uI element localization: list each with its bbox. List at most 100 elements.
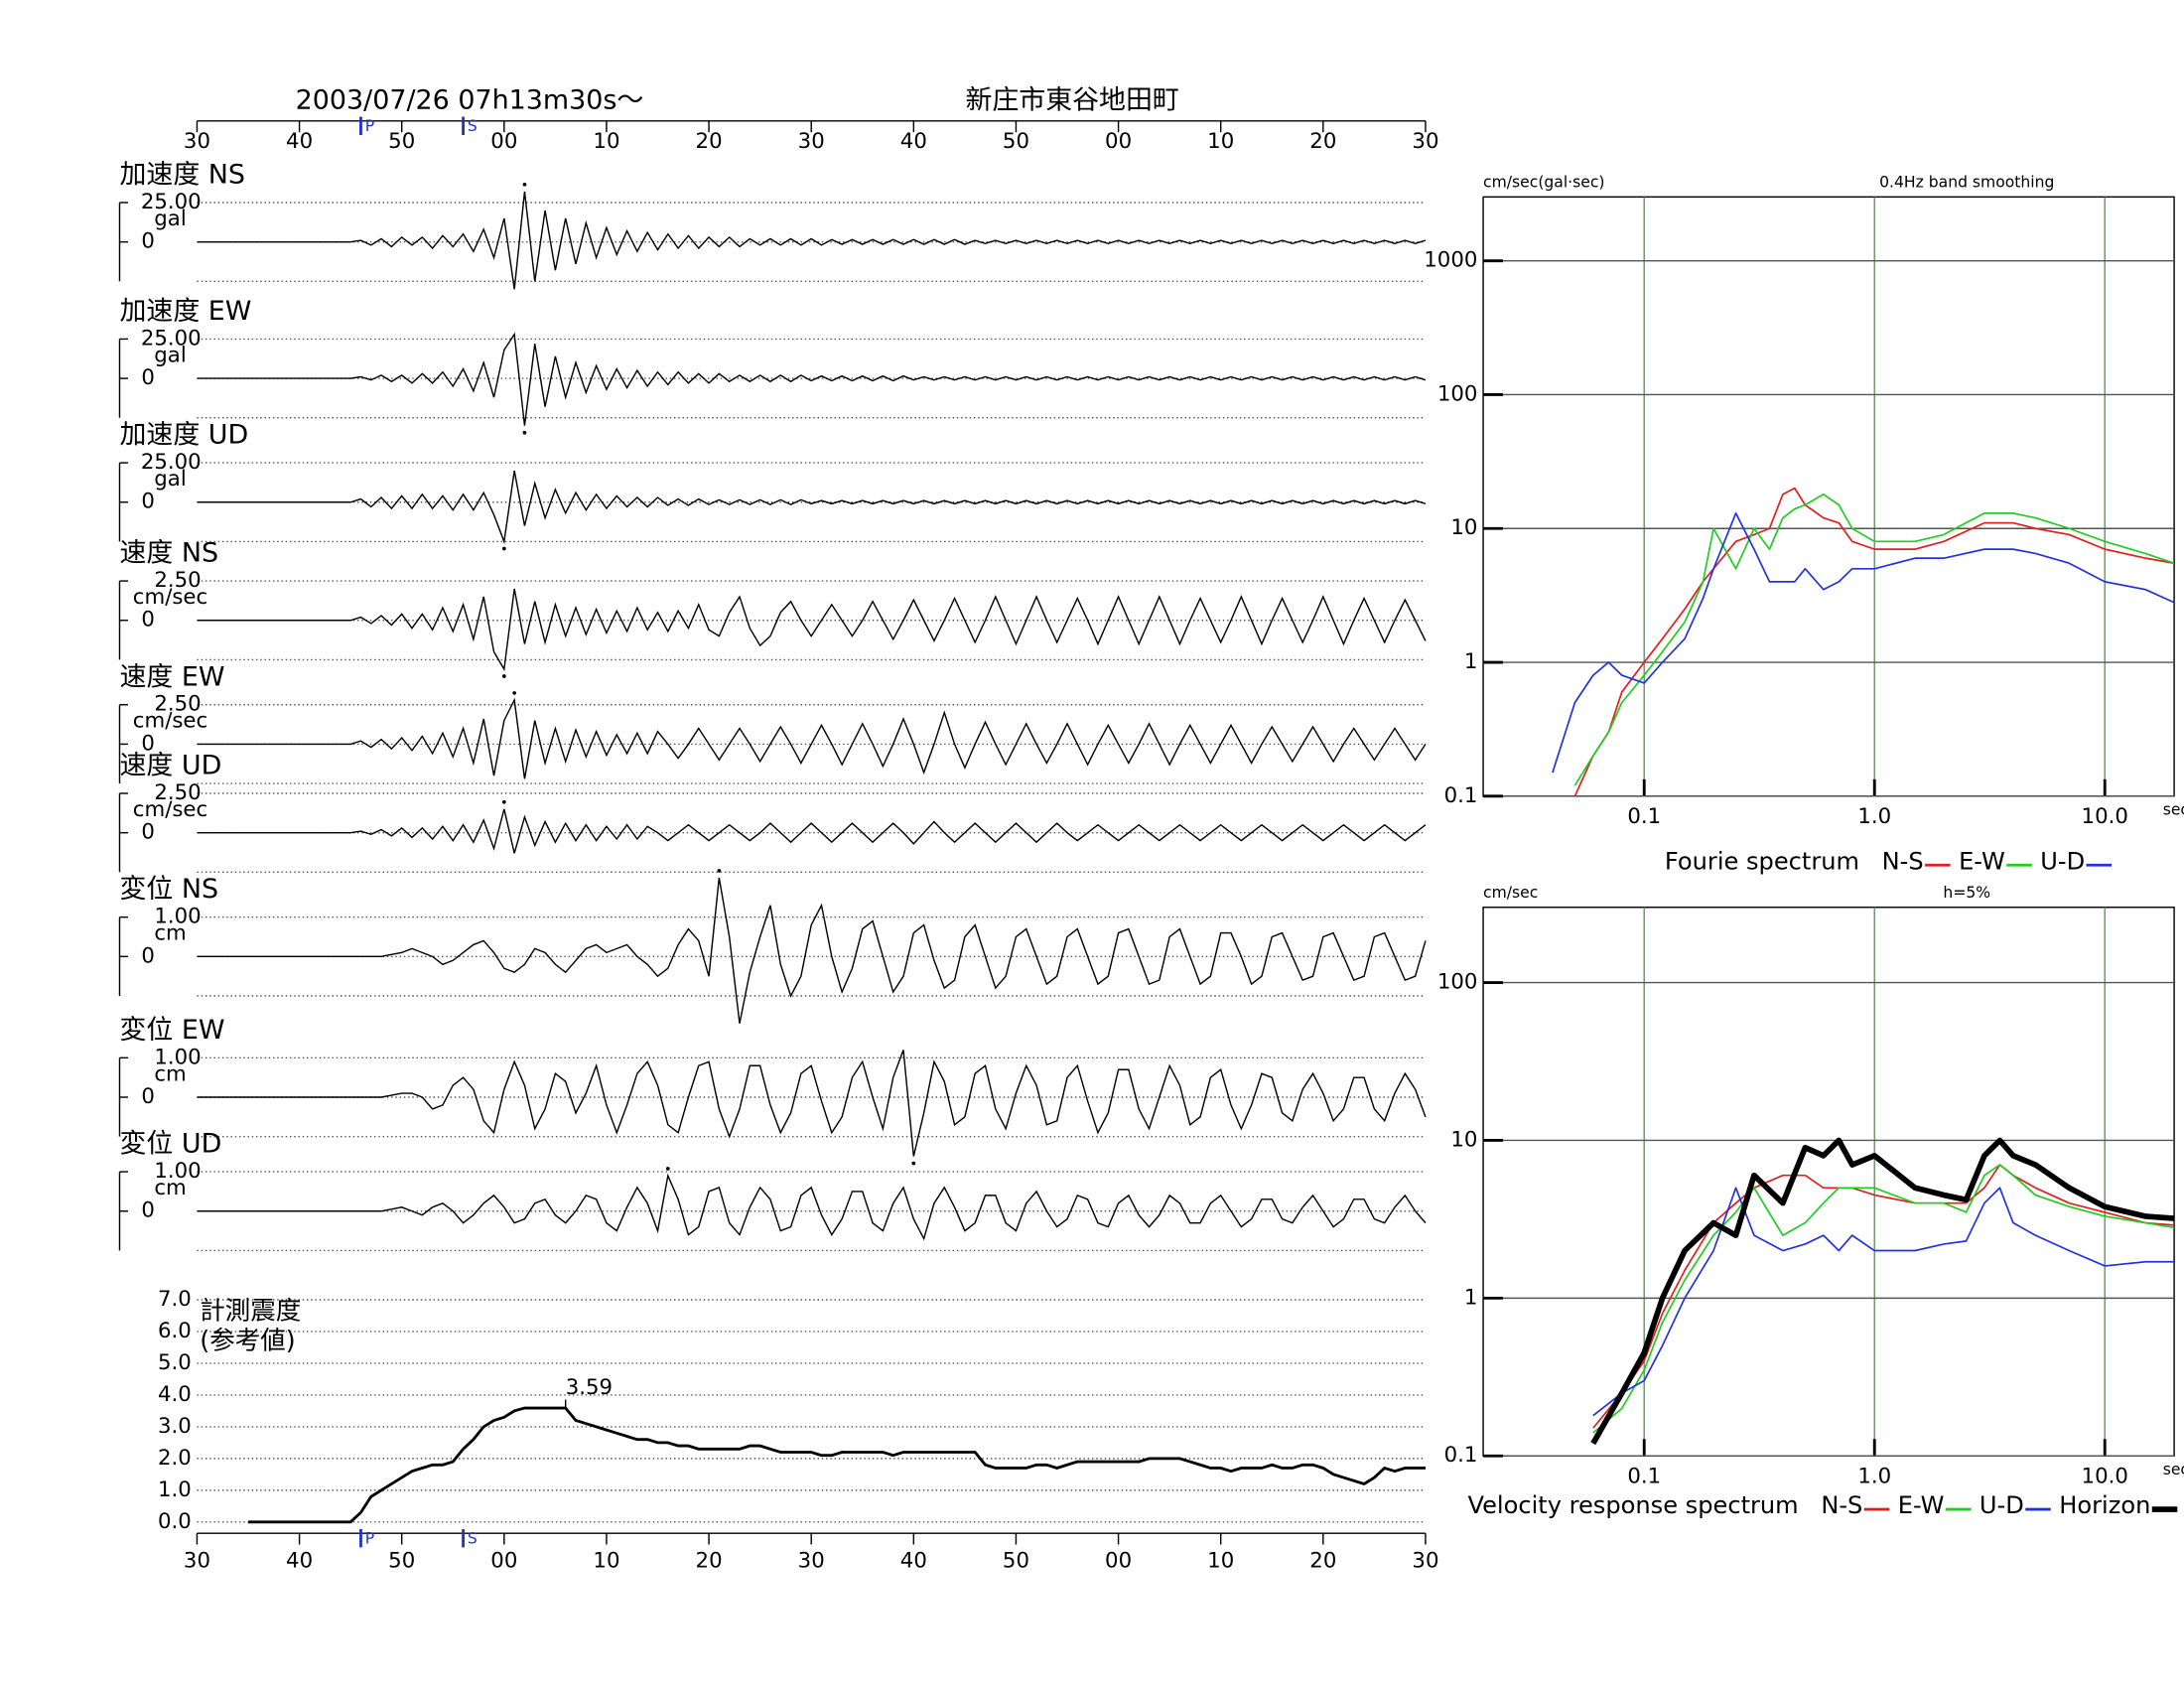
x-tick-label: 00	[1105, 129, 1132, 154]
unit-label: gal	[154, 343, 186, 367]
series-line	[1592, 1164, 2175, 1434]
x-tick-label: 00	[490, 129, 517, 154]
unit-label: gal	[154, 207, 186, 231]
y-tick-label: 0	[141, 365, 155, 390]
x-tick-label: 1.0	[1857, 804, 1891, 829]
x-tick-label: 10.0	[2082, 804, 2128, 829]
waveform	[197, 332, 1427, 426]
y-tick-label: 25.00	[141, 450, 202, 475]
waveform	[197, 1173, 1427, 1241]
panel-title: 速度 UD	[119, 751, 221, 781]
y-tick-label: 0	[141, 229, 155, 254]
y-axis-unit: cm/sec	[1483, 884, 1538, 902]
peak-dot	[911, 1161, 916, 1166]
legend-label: U-D	[2040, 847, 2085, 875]
unit-label: cm/sec	[133, 797, 207, 822]
waveform	[197, 877, 1427, 1024]
peak-dot	[522, 430, 527, 435]
waveform	[197, 191, 1427, 290]
phase-label: P	[365, 117, 374, 135]
y-tick-label: 0	[141, 1084, 155, 1109]
y-tick-label: 25.00	[141, 326, 202, 351]
station-title: 新庄市東谷地田町	[965, 85, 1178, 116]
y-tick-label: 1.00	[154, 1045, 201, 1069]
series-line	[1590, 1137, 2175, 1446]
legend-label: N-S	[1821, 1491, 1862, 1519]
record-time: 2003/07/26 07h13m30s〜	[296, 85, 644, 116]
y-tick-label: 0	[141, 820, 155, 845]
x-tick-label: 1.0	[1857, 1465, 1891, 1489]
x-axis-unit: sec	[2163, 801, 2184, 819]
y-tick-label: 100	[1437, 970, 1478, 995]
x-tick-label: 10	[593, 1549, 619, 1574]
x-tick-label: 50	[388, 129, 415, 154]
x-tick-label: 30	[184, 129, 210, 154]
x-tick-label: 20	[1309, 129, 1336, 154]
panel-title: 変位 UD	[119, 1129, 221, 1160]
x-tick-label: 20	[1309, 1549, 1336, 1574]
series-line	[1573, 492, 2175, 786]
y-tick-label: 4.0	[158, 1382, 192, 1407]
y-axis-unit: cm/sec(gal·sec)	[1483, 174, 1604, 192]
peak-dot	[512, 691, 516, 695]
peak-dot	[501, 799, 506, 804]
note: 0.4Hz band smoothing	[1879, 174, 2054, 192]
x-tick-label: 00	[490, 1549, 517, 1574]
y-tick-label: 1	[1464, 1285, 1478, 1310]
x-tick-label: 0.1	[1627, 1465, 1661, 1489]
intensity-title: 計測震度	[200, 1297, 301, 1327]
unit-label: cm/sec	[133, 585, 207, 610]
peak-dot	[717, 869, 722, 873]
series-line	[1552, 512, 2175, 774]
legend-label: U-D	[1979, 1491, 2024, 1519]
y-tick-label: 0	[141, 490, 155, 514]
x-tick-label: 30	[798, 1549, 825, 1574]
x-tick-label: 40	[900, 129, 927, 154]
peak-dot	[665, 1167, 670, 1171]
panel-title: 加速度 NS	[119, 160, 245, 191]
y-tick-label: 10	[1450, 1127, 1477, 1152]
y-tick-label: 100	[1437, 381, 1478, 406]
unit-label: cm	[154, 921, 186, 946]
intensity-subtitle: (参考値)	[200, 1327, 295, 1356]
panel-title: 変位 NS	[119, 874, 218, 905]
phase-label: P	[365, 1529, 374, 1547]
x-tick-label: 40	[900, 1549, 927, 1574]
peak-dot	[522, 182, 527, 187]
y-tick-label: 0	[141, 943, 155, 968]
x-tick-label: 50	[388, 1549, 415, 1574]
panel-title: 速度 EW	[119, 661, 224, 692]
x-tick-label: 10	[593, 129, 619, 154]
y-tick-label: 2.50	[154, 692, 201, 717]
panel-title: 加速度 UD	[119, 420, 248, 451]
y-tick-label: 0.1	[1444, 1443, 1478, 1468]
peak-dot	[501, 674, 506, 678]
y-tick-label: 7.0	[158, 1287, 192, 1312]
x-tick-label: 40	[286, 129, 313, 154]
y-tick-label: 2.50	[154, 780, 201, 805]
unit-label: cm	[154, 1176, 186, 1200]
waveform	[197, 1050, 1427, 1157]
x-tick-label: 50	[1003, 129, 1029, 154]
y-tick-label: 10	[1450, 515, 1477, 540]
x-tick-label: 30	[798, 129, 825, 154]
x-tick-label: 0.1	[1627, 804, 1661, 829]
panel-title: 変位 EW	[119, 1015, 224, 1046]
phase-label: S	[468, 1529, 478, 1547]
legend-label: E-W	[1959, 847, 2005, 875]
y-tick-label: 3.0	[158, 1414, 192, 1439]
waveform	[197, 588, 1427, 672]
y-tick-label: 0	[141, 731, 155, 756]
y-tick-label: 6.0	[158, 1319, 192, 1343]
y-tick-label: 5.0	[158, 1350, 192, 1375]
note: h=5%	[1943, 884, 1990, 902]
y-tick-label: 0	[141, 608, 155, 633]
y-tick-label: 0.0	[158, 1509, 192, 1534]
x-tick-label: 40	[286, 1549, 313, 1574]
legend-label: E-W	[1898, 1491, 1945, 1519]
x-axis-unit: sec	[2163, 1461, 2184, 1478]
x-tick-label: 10	[1207, 1549, 1234, 1574]
intensity-line	[248, 1406, 1426, 1524]
